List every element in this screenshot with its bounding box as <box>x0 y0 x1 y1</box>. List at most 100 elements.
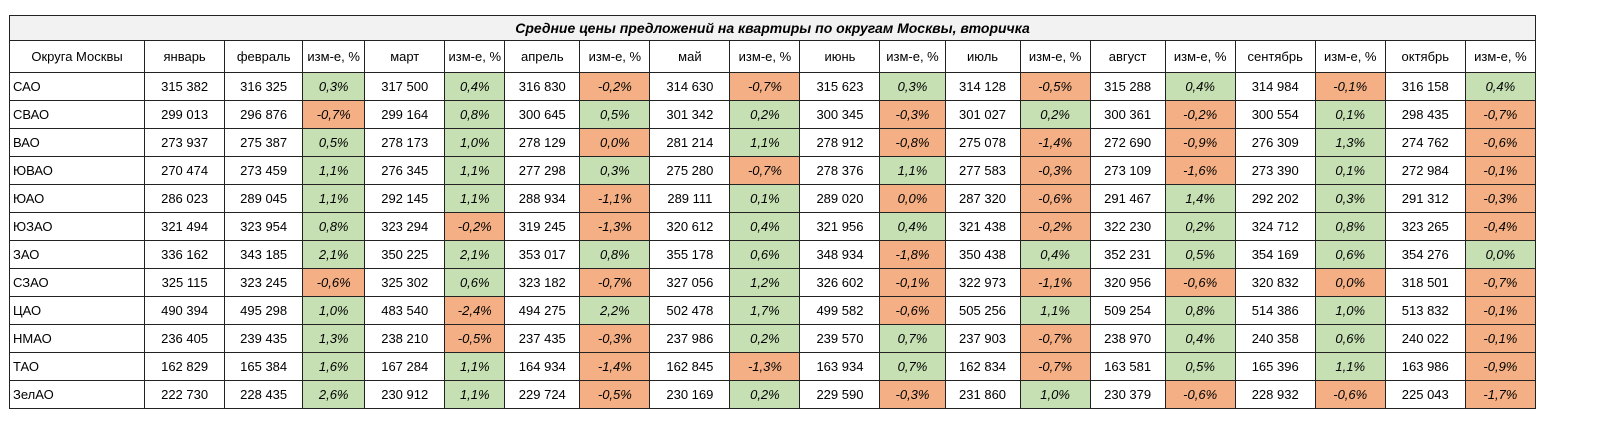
change-cell: -0,5% <box>1019 72 1091 101</box>
price-cell: 289 111 <box>649 184 731 213</box>
change-cell: -0,6% <box>1464 128 1537 157</box>
change-cell: -0,6% <box>1019 184 1091 213</box>
price-cell: 237 435 <box>504 324 581 353</box>
change-cell: 0,7% <box>879 324 946 353</box>
price-cell: 316 158 <box>1384 72 1466 101</box>
price-cell: 237 903 <box>944 324 1021 353</box>
change-cell: 1,6% <box>302 352 366 381</box>
change-cell: -0,8% <box>879 128 946 157</box>
change-cell: 0,2% <box>729 380 801 409</box>
price-cell: 240 022 <box>1384 324 1466 353</box>
price-cell: 352 231 <box>1089 240 1166 269</box>
price-cell: 291 312 <box>1384 184 1466 213</box>
price-cell: 281 214 <box>649 128 731 157</box>
data-row: ЦАО 490 394 495 298 1,0% 483 540 -2,4% 494 275… <box>8 296 1537 325</box>
district-cell: НМАО <box>8 324 146 353</box>
district-cell: ЮЗАО <box>8 212 146 241</box>
price-cell: 314 630 <box>649 72 731 101</box>
price-cell: 316 830 <box>504 72 581 101</box>
header-cell: январь <box>144 40 226 73</box>
change-cell: 0,3% <box>302 72 366 101</box>
price-cell: 301 342 <box>649 100 731 129</box>
change-cell: 0,1% <box>1314 156 1386 185</box>
header-cell: изм-е, % <box>1314 40 1386 73</box>
price-cell: 276 345 <box>364 156 446 185</box>
district-cell: ЗелАО <box>8 380 146 409</box>
change-cell: -1,3% <box>729 352 801 381</box>
district-cell: ВАО <box>8 128 146 157</box>
change-cell: 0,4% <box>1464 72 1537 101</box>
price-cell: 275 387 <box>224 128 304 157</box>
header-cell: апрель <box>504 40 581 73</box>
price-cell: 322 230 <box>1089 212 1166 241</box>
change-cell: 0,3% <box>1314 184 1386 213</box>
change-cell: 0,2% <box>1164 212 1236 241</box>
change-cell: -0,6% <box>879 296 946 325</box>
change-cell: -1,3% <box>579 212 651 241</box>
price-cell: 286 023 <box>144 184 226 213</box>
change-cell: 0,4% <box>879 212 946 241</box>
data-row: ЮЗАО 321 494 323 954 0,8% 323 294 -0,2% 319 24… <box>8 212 1537 241</box>
change-cell: 1,1% <box>302 184 366 213</box>
change-cell: 1,1% <box>1314 352 1386 381</box>
change-cell: 1,0% <box>1019 380 1091 409</box>
header-cell: февраль <box>224 40 304 73</box>
change-cell: 0,2% <box>729 324 801 353</box>
change-cell: 0,2% <box>729 100 801 129</box>
header-cell: изм-е, % <box>579 40 651 73</box>
price-cell: 353 017 <box>504 240 581 269</box>
change-cell: 0,4% <box>1164 72 1236 101</box>
change-cell: 1,0% <box>302 296 366 325</box>
change-cell: 1,1% <box>444 380 506 409</box>
price-cell: 320 956 <box>1089 268 1166 297</box>
change-cell: -0,7% <box>729 156 801 185</box>
change-cell: 0,8% <box>579 240 651 269</box>
price-cell: 315 623 <box>799 72 881 101</box>
header-cell: изм-е, % <box>1464 40 1537 73</box>
price-cell: 273 937 <box>144 128 226 157</box>
change-cell: 1,4% <box>1164 184 1236 213</box>
price-cell: 317 500 <box>364 72 446 101</box>
price-cell: 229 724 <box>504 380 581 409</box>
change-cell: 1,2% <box>729 268 801 297</box>
change-cell: 0,4% <box>1164 324 1236 353</box>
change-cell: 1,3% <box>1314 128 1386 157</box>
price-cell: 321 438 <box>944 212 1021 241</box>
change-cell: 0,0% <box>879 184 946 213</box>
change-cell: -0,5% <box>579 380 651 409</box>
change-cell: -2,4% <box>444 296 506 325</box>
price-cell: 505 256 <box>944 296 1021 325</box>
price-cell: 162 845 <box>649 352 731 381</box>
price-cell: 277 583 <box>944 156 1021 185</box>
price-cell: 513 832 <box>1384 296 1466 325</box>
change-cell: -0,7% <box>579 268 651 297</box>
price-cell: 275 280 <box>649 156 731 185</box>
change-cell: 0,4% <box>444 72 506 101</box>
change-cell: -0,7% <box>1019 324 1091 353</box>
title-row: Средние цены предложений на квартиры по … <box>9 15 1536 41</box>
header-cell: изм-е, % <box>302 40 366 73</box>
price-cell: 167 284 <box>364 352 446 381</box>
change-cell: -0,1% <box>1464 296 1537 325</box>
data-row: ВАО 273 937 275 387 0,5% 278 173 1,0% 278 129 0… <box>8 128 1537 157</box>
change-cell: 0,3% <box>579 156 651 185</box>
change-cell: 0,1% <box>1314 100 1386 129</box>
change-cell: -0,7% <box>1019 352 1091 381</box>
price-cell: 228 435 <box>224 380 304 409</box>
price-cell: 301 027 <box>944 100 1021 129</box>
price-cell: 483 540 <box>364 296 446 325</box>
price-cell: 354 169 <box>1234 240 1316 269</box>
district-cell: САО <box>8 72 146 101</box>
price-cell: 270 474 <box>144 156 226 185</box>
price-cell: 230 169 <box>649 380 731 409</box>
price-cell: 316 325 <box>224 72 304 101</box>
change-cell: 0,7% <box>879 352 946 381</box>
change-cell: -1,4% <box>579 352 651 381</box>
price-cell: 165 384 <box>224 352 304 381</box>
change-cell: 0,0% <box>1314 268 1386 297</box>
district-cell: ЗАО <box>8 240 146 269</box>
price-cell: 323 245 <box>224 268 304 297</box>
price-cell: 272 984 <box>1384 156 1466 185</box>
price-cell: 162 829 <box>144 352 226 381</box>
